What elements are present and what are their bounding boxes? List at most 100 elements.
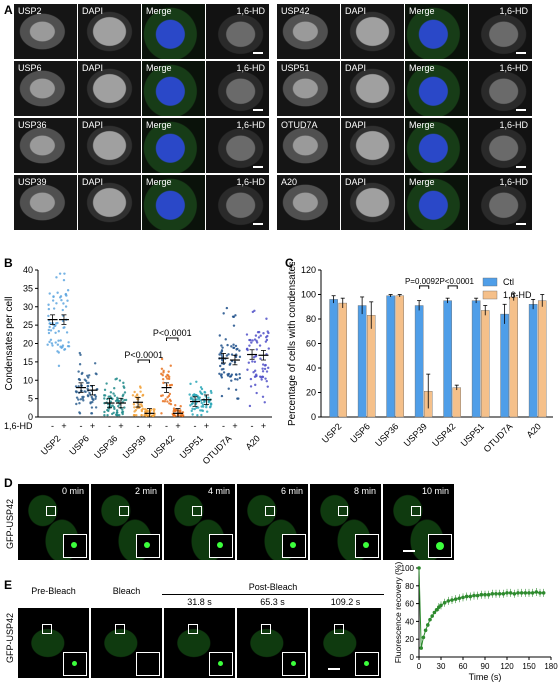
frap-header: 65.3 s — [260, 597, 285, 607]
category-label: USP36 — [373, 421, 400, 448]
category-label: USP39 — [121, 433, 148, 460]
data-point — [249, 385, 253, 388]
data-point — [62, 302, 65, 305]
time-label: 4 min — [207, 486, 230, 496]
roi-box — [188, 624, 198, 634]
treatment-sign: + — [147, 421, 152, 431]
y-tick-label: 40 — [23, 265, 33, 275]
data-point — [220, 344, 223, 347]
scale-bar — [253, 223, 263, 225]
data-point — [52, 326, 55, 330]
data-point — [501, 592, 506, 596]
data-point — [47, 307, 51, 311]
data-point — [167, 377, 171, 381]
category-label: USP51 — [178, 433, 205, 460]
data-point — [168, 392, 172, 396]
time-label: 0 min — [61, 486, 84, 496]
data-point — [49, 338, 53, 341]
frap-header: Pre-Bleach — [31, 586, 76, 596]
data-point — [79, 398, 83, 401]
data-point — [121, 394, 124, 398]
data-point — [117, 404, 120, 408]
data-point — [226, 343, 229, 347]
legend-swatch — [482, 290, 498, 300]
y-tick-label: 15 — [23, 357, 33, 367]
dapi-label: DAPI — [345, 6, 367, 16]
data-point — [189, 396, 193, 399]
data-point — [162, 381, 165, 385]
data-point — [115, 413, 119, 417]
data-point — [220, 373, 223, 376]
data-point — [246, 368, 249, 371]
category-label: USP2 — [320, 421, 344, 445]
data-point — [160, 394, 163, 398]
p-value-label: P<0.0001 — [439, 277, 474, 286]
data-point — [247, 361, 251, 364]
data-point — [516, 591, 520, 595]
data-point — [249, 338, 252, 342]
data-point — [265, 317, 268, 320]
hd-tile: 1,6-HD — [206, 61, 269, 116]
data-point — [193, 407, 196, 411]
condensate-dot — [217, 542, 223, 548]
data-point — [161, 400, 165, 403]
data-point — [262, 332, 265, 335]
data-point — [93, 362, 97, 365]
data-point — [538, 591, 542, 595]
treatment-sign: - — [80, 421, 83, 431]
protein-tile: A20 — [277, 175, 340, 230]
frap-header: 31.8 s — [187, 597, 212, 607]
data-point — [230, 345, 233, 348]
bar — [528, 304, 538, 418]
frap-frame — [310, 608, 381, 678]
data-point — [51, 344, 54, 347]
data-point — [152, 414, 155, 417]
data-point — [264, 340, 268, 343]
category-label: USP6 — [348, 421, 372, 445]
bar — [537, 300, 547, 418]
roi-box — [42, 624, 52, 634]
category-label: USP36 — [92, 433, 119, 460]
category-label: USP51 — [459, 421, 486, 448]
data-point — [136, 393, 139, 396]
hd-tile: 1,6-HD — [469, 175, 532, 230]
data-point — [179, 405, 182, 408]
data-point — [252, 356, 256, 359]
data-point — [207, 396, 210, 399]
category-label: USP6 — [67, 433, 91, 457]
data-point — [457, 596, 462, 601]
data-point — [222, 312, 225, 315]
data-point — [254, 334, 258, 337]
merge-label: Merge — [409, 6, 435, 16]
roi-box — [119, 506, 129, 516]
hd-label: 1,6-HD — [499, 63, 528, 73]
hd-tile: 1,6-HD — [206, 4, 269, 59]
data-point — [234, 378, 237, 381]
data-point — [258, 344, 262, 347]
roi-box — [265, 506, 275, 516]
y-tick-label: 100 — [401, 564, 415, 573]
data-point — [172, 409, 176, 412]
x-tick-label: 60 — [459, 662, 468, 671]
category-label: USP39 — [402, 421, 429, 448]
data-point — [261, 395, 265, 398]
data-point — [421, 635, 426, 640]
data-point — [190, 409, 193, 413]
data-point — [174, 408, 178, 412]
data-point — [201, 403, 205, 406]
category-label: OTUD7A — [201, 433, 234, 466]
data-point — [209, 402, 213, 405]
data-point — [191, 401, 195, 405]
treatment-sign: - — [165, 421, 168, 431]
data-point — [57, 339, 60, 342]
time-label: 6 min — [280, 486, 303, 496]
treatment-sign: + — [261, 421, 266, 431]
data-point — [234, 388, 238, 391]
data-point — [78, 401, 81, 405]
treatment-sign: + — [175, 421, 180, 431]
data-point — [167, 370, 170, 373]
scale-bar — [516, 109, 526, 111]
protein-label: USP39 — [18, 177, 47, 187]
data-point — [82, 399, 85, 402]
